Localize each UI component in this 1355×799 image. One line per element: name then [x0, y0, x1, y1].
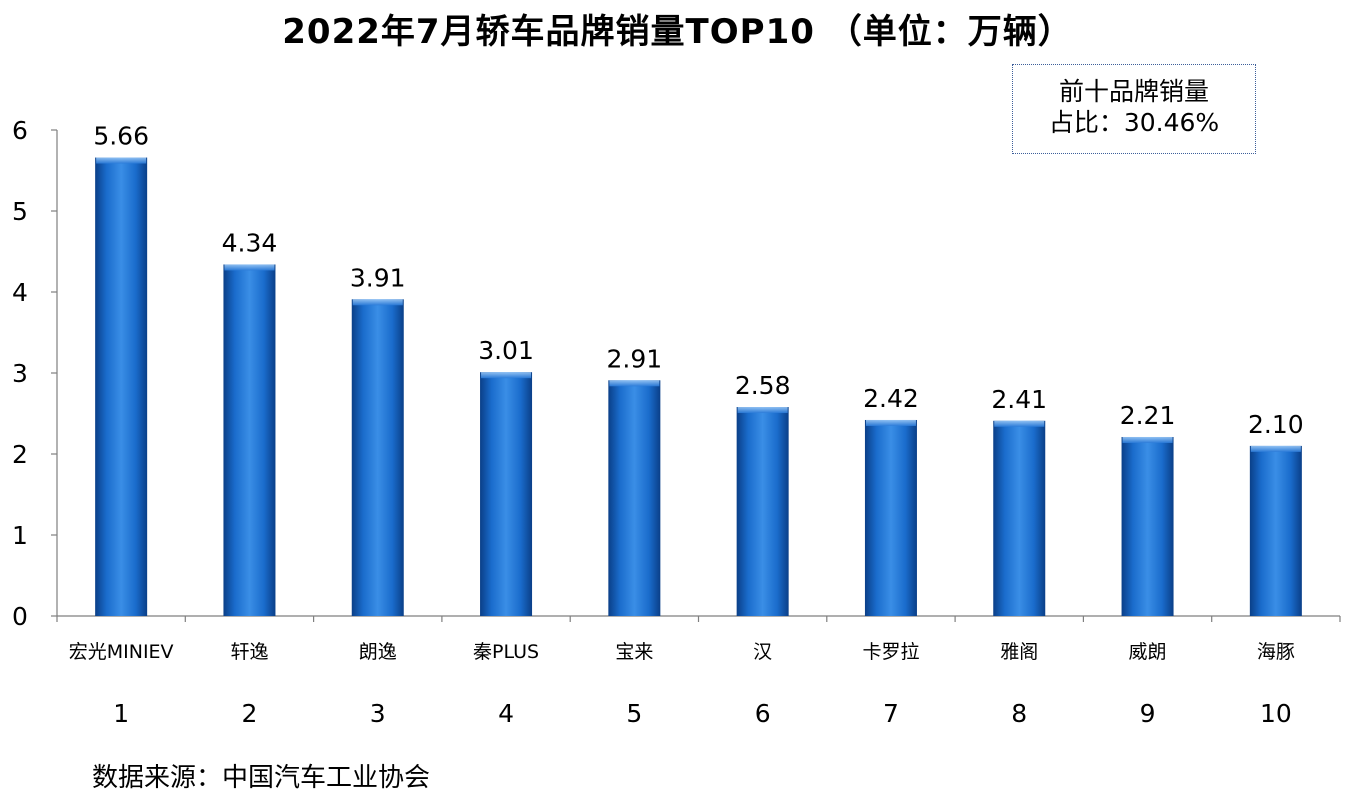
bar-highlight	[1122, 436, 1173, 443]
rank-label: 8	[1011, 699, 1027, 728]
rank-label: 2	[241, 699, 257, 728]
share-annotation-line2: 占比：30.46%	[1048, 108, 1220, 137]
x-tick-label: 宏光MINIEV	[69, 641, 174, 663]
bars-group	[95, 157, 1302, 617]
data-label: 2.21	[1120, 401, 1176, 430]
share-annotation-line1: 前十品牌销量	[1058, 77, 1209, 106]
bar-highlight	[609, 380, 660, 387]
rank-label: 3	[370, 699, 386, 728]
x-tick-label: 威朗	[1129, 641, 1167, 663]
rank-label: 10	[1260, 699, 1292, 728]
bar	[864, 419, 917, 616]
labels-group: 5.66 宏光MINIEV 1 4.34 轩逸 2 3.91 朗逸 3 3.01 秦PLUS 4 2.9…	[69, 122, 1304, 728]
y-tick-label: 6	[12, 116, 28, 145]
y-tick-label: 5	[12, 197, 28, 226]
chart-title: 2022年7月轿车品牌销量TOP10 （单位：万辆）	[282, 12, 1073, 52]
bar	[1249, 445, 1302, 616]
x-tick-label: 卡罗拉	[862, 641, 919, 663]
share-annotation-box: 前十品牌销量 占比：30.46%	[1012, 64, 1256, 154]
bar-highlight	[994, 420, 1045, 427]
y-tick-label: 0	[12, 602, 28, 631]
data-label: 2.58	[735, 371, 791, 400]
bar-highlight	[224, 264, 275, 271]
rank-label: 4	[498, 699, 514, 728]
bar-highlight	[352, 299, 403, 306]
y-tick-label: 1	[12, 521, 28, 550]
data-label: 3.91	[350, 263, 406, 292]
bar	[608, 380, 661, 616]
x-tick-label: 汉	[753, 641, 772, 663]
data-label: 3.01	[478, 336, 534, 365]
bar-highlight	[865, 419, 916, 426]
bar	[480, 372, 533, 616]
y-tick-label: 4	[12, 278, 28, 307]
rank-label: 7	[883, 699, 899, 728]
bar	[223, 264, 276, 616]
bar-highlight	[96, 157, 147, 164]
rank-label: 5	[626, 699, 642, 728]
rank-label: 1	[113, 699, 129, 728]
data-label: 4.34	[222, 228, 278, 257]
bar	[351, 299, 404, 616]
rank-label: 9	[1140, 699, 1156, 728]
bar	[1121, 436, 1174, 616]
rank-label: 6	[755, 699, 771, 728]
bar-highlight	[481, 372, 532, 379]
x-tick-label: 轩逸	[230, 641, 268, 663]
data-label: 2.10	[1248, 410, 1304, 439]
y-tick-label: 2	[12, 440, 28, 469]
x-tick-label: 海豚	[1257, 641, 1295, 663]
x-tick-label: 宝来	[615, 641, 653, 663]
bar	[95, 157, 148, 617]
bar	[736, 407, 789, 616]
x-tick-label: 雅阁	[1000, 641, 1038, 663]
x-tick-label: 秦PLUS	[473, 641, 539, 663]
data-label: 5.66	[93, 122, 149, 151]
y-tick-label: 3	[12, 359, 28, 388]
source-note: 数据来源：中国汽车工业协会	[92, 763, 431, 793]
bar-highlight	[1250, 445, 1301, 452]
data-label: 2.91	[607, 344, 663, 373]
bar-highlight	[737, 407, 788, 414]
data-label: 2.42	[863, 384, 919, 413]
x-tick-label: 朗逸	[359, 641, 397, 663]
data-label: 2.41	[991, 385, 1047, 414]
bar	[993, 420, 1046, 616]
